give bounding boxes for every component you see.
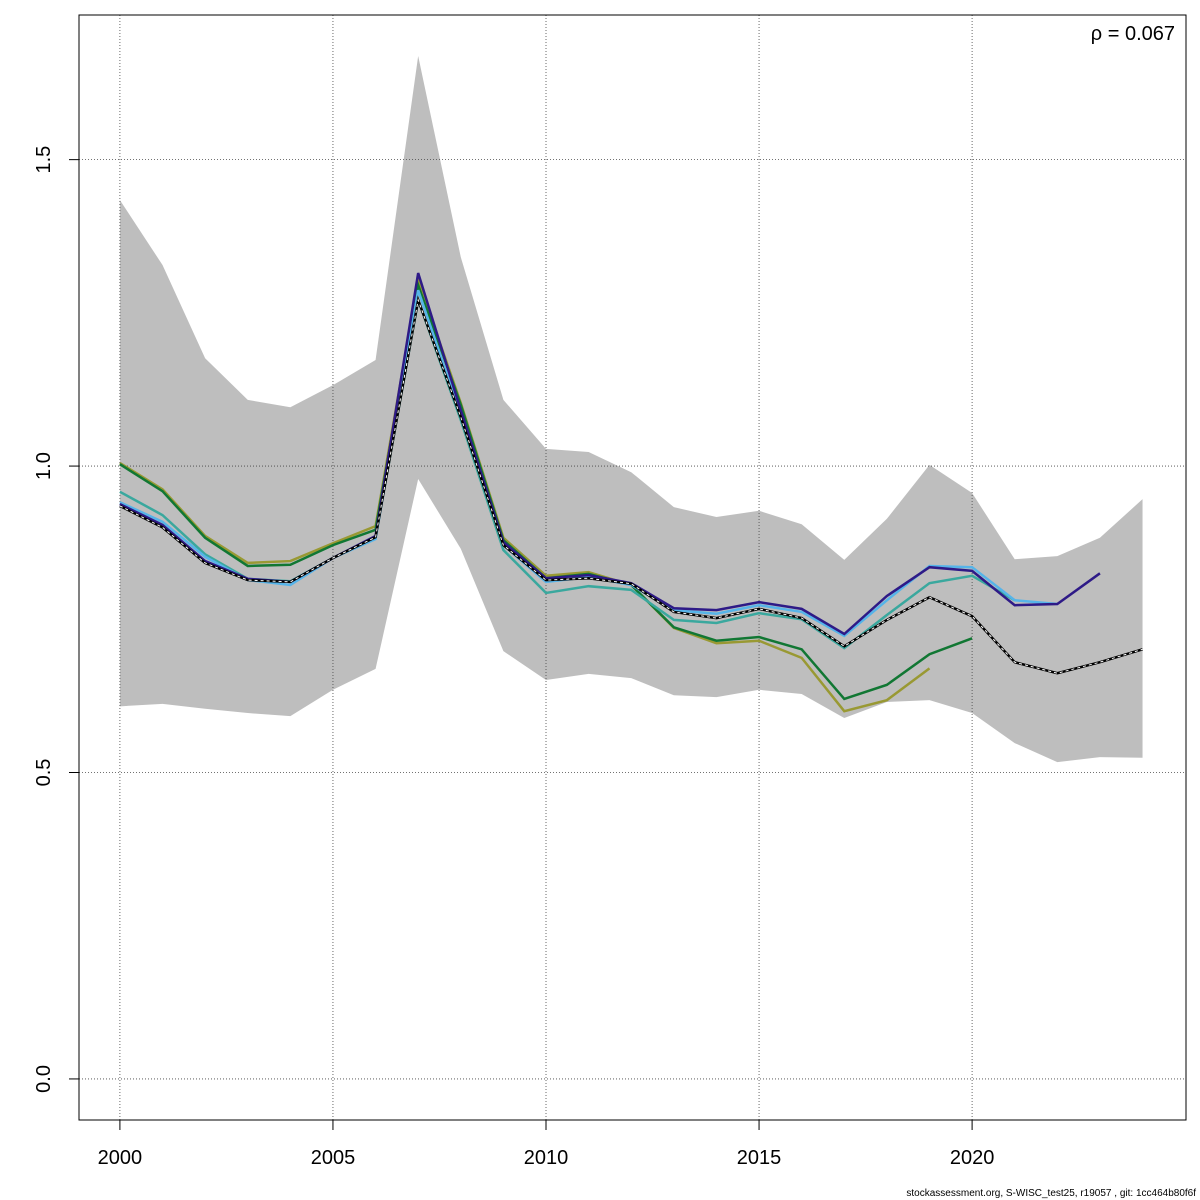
x-tick-label: 2020 [950, 1147, 995, 1169]
x-tick-label: 2000 [98, 1147, 143, 1169]
footer: stockassessment.org, S-WISC_test25, r190… [906, 1188, 1196, 1199]
series-line [119, 275, 931, 713]
annotation: ρ = 0.067 [1091, 23, 1175, 45]
y-tick-label: 0.5 [33, 759, 55, 787]
x-tick-label: 2010 [524, 1147, 569, 1169]
x-tick-label: 2005 [311, 1147, 356, 1169]
y-tick-label: 1.0 [33, 452, 55, 480]
x-tick-label: 2015 [737, 1147, 782, 1169]
plot-frame [78, 14, 1187, 1121]
series-line [119, 295, 1143, 675]
y-tick-label: 0.0 [33, 1065, 55, 1093]
y-tick-label: 1.5 [33, 146, 55, 174]
confidence-band [119, 56, 1143, 763]
